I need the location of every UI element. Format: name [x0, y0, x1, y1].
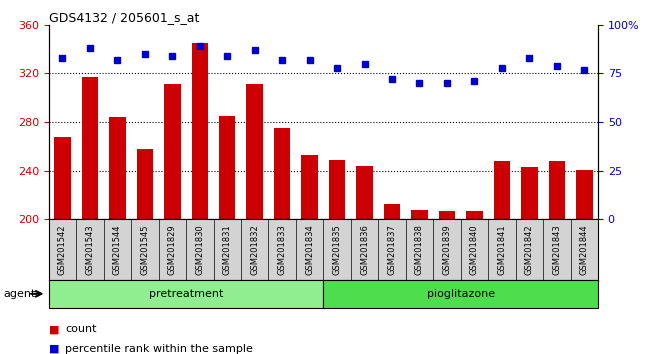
Text: GSM201840: GSM201840	[470, 224, 479, 275]
Text: GSM201829: GSM201829	[168, 224, 177, 275]
Bar	[54, 137, 71, 219]
Text: GSM201542: GSM201542	[58, 224, 67, 275]
Bar	[493, 161, 510, 219]
Text: GSM201545: GSM201545	[140, 224, 150, 275]
Bar	[439, 211, 455, 219]
Bar	[549, 161, 565, 219]
Text: GSM201837: GSM201837	[387, 224, 396, 275]
Bar	[576, 170, 593, 219]
Bar	[302, 155, 318, 219]
FancyBboxPatch shape	[49, 280, 324, 308]
Text: GSM201834: GSM201834	[305, 224, 314, 275]
Text: GSM201843: GSM201843	[552, 224, 562, 275]
Text: GSM201842: GSM201842	[525, 224, 534, 275]
Text: GSM201835: GSM201835	[333, 224, 342, 275]
Text: GSM201543: GSM201543	[85, 224, 94, 275]
Text: pretreatment: pretreatment	[149, 289, 223, 299]
Bar	[246, 84, 263, 219]
Text: GSM201544: GSM201544	[113, 224, 122, 275]
Text: ■: ■	[49, 324, 59, 334]
Bar	[82, 77, 98, 219]
Bar	[109, 117, 125, 219]
Bar	[274, 128, 291, 219]
Text: GSM201838: GSM201838	[415, 224, 424, 275]
Text: GSM201831: GSM201831	[223, 224, 232, 275]
Text: GSM201839: GSM201839	[443, 224, 452, 275]
Text: count: count	[65, 324, 96, 334]
Text: GSM201833: GSM201833	[278, 224, 287, 275]
Bar	[384, 204, 400, 219]
Bar	[356, 166, 373, 219]
Bar	[411, 210, 428, 219]
Text: GSM201836: GSM201836	[360, 224, 369, 275]
Text: agent: agent	[3, 289, 36, 299]
FancyBboxPatch shape	[324, 280, 598, 308]
Text: pioglitazone: pioglitazone	[426, 289, 495, 299]
Bar	[329, 160, 345, 219]
Text: GSM201841: GSM201841	[497, 224, 506, 275]
Text: percentile rank within the sample: percentile rank within the sample	[65, 344, 253, 354]
Text: ■: ■	[49, 344, 59, 354]
Bar	[521, 167, 538, 219]
Text: GDS4132 / 205601_s_at: GDS4132 / 205601_s_at	[49, 11, 199, 24]
Bar	[164, 84, 181, 219]
Bar	[136, 149, 153, 219]
Bar	[192, 43, 208, 219]
Text: GSM201830: GSM201830	[195, 224, 204, 275]
Bar	[466, 211, 483, 219]
Bar	[219, 116, 235, 219]
Text: GSM201844: GSM201844	[580, 224, 589, 275]
Text: GSM201832: GSM201832	[250, 224, 259, 275]
